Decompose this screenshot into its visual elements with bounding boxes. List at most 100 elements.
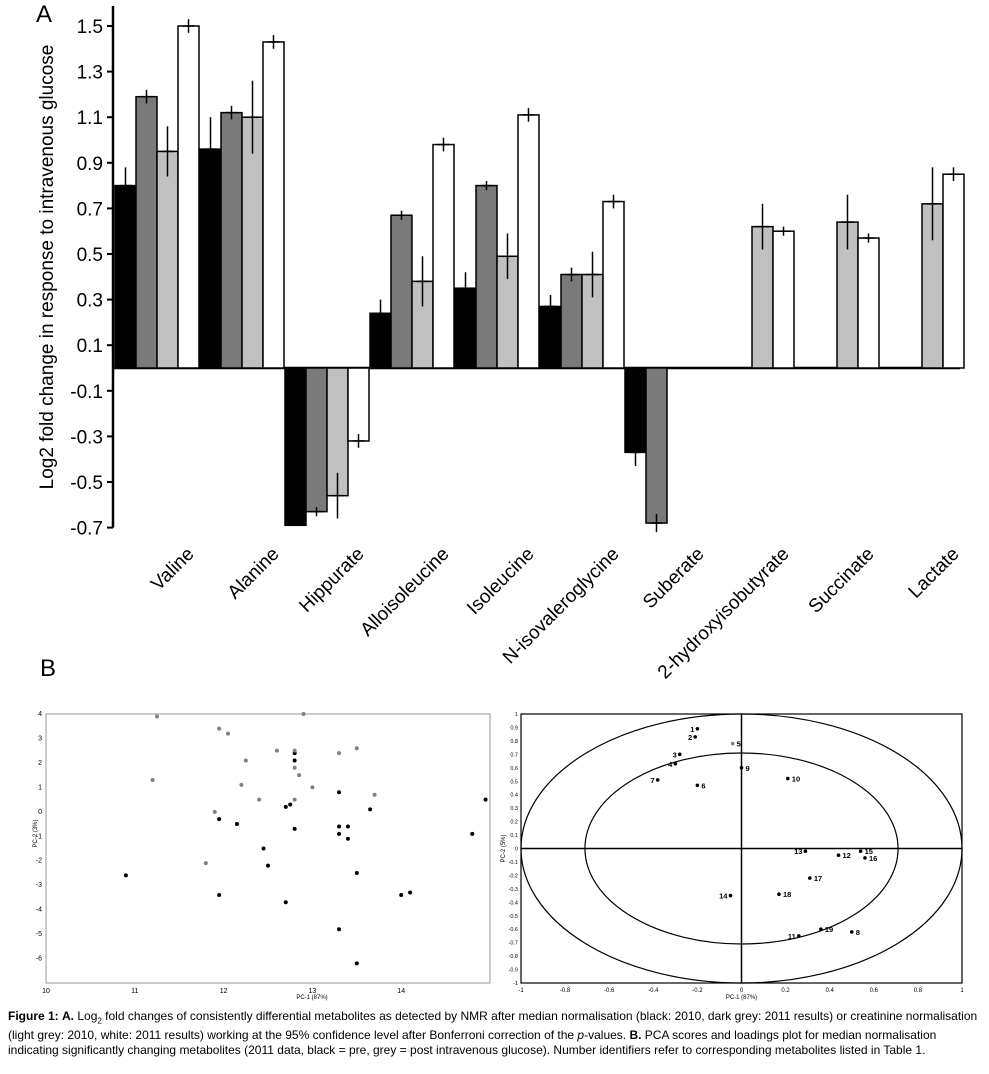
y-tick-label: -0.1	[70, 382, 103, 403]
bar	[432, 143, 455, 369]
x-tick-label: 0.4	[826, 988, 835, 994]
x-tick-label: -1	[518, 988, 524, 994]
score-point-pre	[345, 824, 350, 829]
caption-figure-label: Figure 1:	[8, 1009, 59, 1023]
bar	[284, 367, 307, 527]
bar	[262, 41, 285, 369]
loading-point-label: 9	[746, 764, 750, 773]
x-tick-label: -0.2	[692, 988, 703, 994]
y-tick-label: -0.6	[509, 927, 518, 933]
loading-point-label: 18	[783, 890, 791, 899]
y-tick-label: 0.9	[510, 725, 518, 731]
y-tick-label: -2	[36, 858, 42, 865]
category-label: Alanine	[224, 544, 284, 604]
score-point-pre	[337, 831, 342, 836]
score-point-post	[155, 714, 159, 719]
score-point-pre	[354, 961, 359, 966]
loading-point-label: 8	[856, 928, 860, 937]
bar	[177, 25, 200, 369]
y-tick-label: 1.5	[77, 17, 103, 38]
caption-b-label: B.	[629, 1028, 642, 1043]
loading-point-label: 17	[814, 874, 822, 883]
loading-point-label: 7	[651, 776, 655, 785]
bar	[156, 150, 179, 369]
y-tick-label: -0.8	[509, 954, 518, 960]
loading-point	[777, 892, 781, 897]
caption-part2: fold changes of consistently differentia…	[8, 1009, 978, 1043]
loading-point-label: 15	[865, 847, 873, 856]
loading-point-label: 12	[843, 851, 851, 860]
y-tick-label: -6	[36, 956, 42, 963]
score-point-pre	[283, 900, 288, 905]
score-point-pre	[292, 758, 297, 763]
score-point-pre	[337, 824, 342, 829]
loading-point	[730, 741, 735, 746]
score-point-post	[297, 773, 302, 778]
y-tick-label: 0.9	[77, 154, 103, 175]
score-point-post	[292, 748, 297, 753]
loading-point	[863, 856, 867, 860]
y-tick-label: -1	[513, 981, 518, 987]
y-tick-label: -0.5	[509, 914, 518, 920]
bar	[857, 237, 880, 369]
x-tick-label: -0.6	[604, 988, 615, 994]
outer-ellipse	[520, 713, 963, 984]
y-tick-label: 0.1	[510, 833, 518, 839]
bar	[199, 148, 222, 369]
loading-point	[803, 849, 808, 853]
loading-point-label: 3	[673, 750, 677, 759]
score-point-post	[337, 751, 342, 756]
y-tick-label: 1.1	[77, 108, 103, 129]
y-tick-label: 4	[38, 711, 42, 718]
bar	[220, 111, 243, 369]
score-point-post	[257, 797, 262, 802]
score-point-pre	[234, 822, 239, 827]
x-tick-label: 10	[42, 988, 50, 995]
y-tick-label: -0.9	[509, 968, 518, 974]
loading-point	[819, 927, 823, 931]
x-tick-label: 11	[131, 988, 138, 995]
y-tick-label: 0.3	[510, 806, 518, 812]
category-label: Lactate	[905, 544, 964, 603]
y-tick-label: 3	[38, 735, 42, 742]
loading-point	[836, 853, 841, 858]
category-label: Suberate	[639, 544, 708, 613]
score-point-pre	[368, 807, 373, 812]
y-tick-label: -0.2	[509, 873, 518, 879]
y-tick-label: 0.3	[77, 291, 103, 312]
figure-caption: Figure 1: A. Log2 fold changes of consis…	[8, 1009, 983, 1058]
score-point-post	[150, 778, 155, 783]
score-point-post	[372, 792, 377, 797]
loading-point	[677, 752, 682, 757]
bar	[645, 367, 668, 524]
score-point-post	[354, 746, 359, 751]
y-tick-label: 0.8	[510, 739, 518, 745]
score-point-pre	[217, 817, 222, 822]
loading-point	[808, 876, 812, 880]
y-tick-label: -1	[36, 833, 42, 840]
x-tick-label: 0.2	[781, 988, 790, 994]
y-tick-label: 0.7	[510, 752, 518, 758]
y-tick-label: 0.2	[510, 820, 518, 826]
inner-ellipse	[584, 752, 899, 945]
bar-chart: 1.5 1.3 1.1 0.9 0.7 0.5 0.3 0.1 -0.1 -0.3 -0.5 -0.7…	[37, 6, 965, 683]
y-tick-label: 1.3	[77, 63, 103, 84]
score-point-post	[243, 758, 248, 763]
score-point-pre	[217, 892, 222, 897]
caption-a-label: A.	[62, 1009, 75, 1023]
loading-point	[739, 766, 744, 770]
score-point-post	[310, 785, 315, 790]
x-tick-label: 14	[397, 988, 405, 995]
panel-label-b: B	[40, 655, 56, 682]
score-point-post	[203, 861, 208, 866]
y-tick-label: 0.4	[510, 793, 518, 799]
bar	[942, 173, 965, 369]
x-tick-label: -0.4	[648, 988, 659, 994]
y-tick-label: 2	[38, 760, 42, 767]
score-point-pre	[261, 846, 266, 851]
y-tick-label: 0.1	[77, 336, 103, 357]
x-tick-label: 13	[309, 988, 317, 995]
y-tick-label: 0	[38, 809, 42, 816]
y-tick-label: -0.3	[509, 887, 518, 893]
